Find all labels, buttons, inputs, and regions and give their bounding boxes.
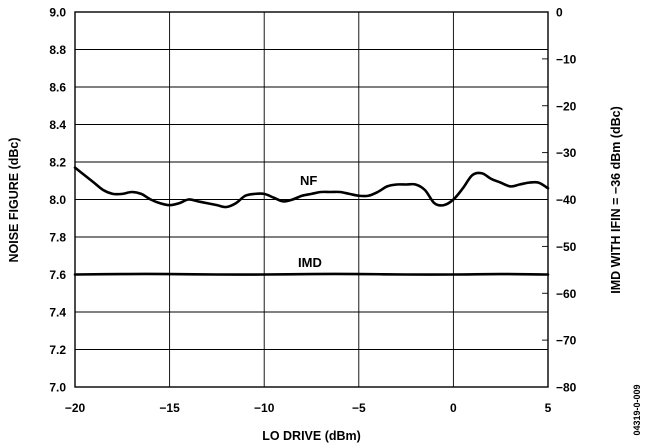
x-tick-label: 5 — [545, 401, 552, 415]
y-right-tick-label: −10 — [556, 52, 577, 66]
series-line-nf — [73, 166, 550, 209]
y-left-tick-label: 7.6 — [49, 268, 66, 282]
x-tick-label: −15 — [159, 401, 180, 415]
series-lines — [73, 166, 550, 276]
figure-id: 04319-0-009 — [632, 384, 642, 435]
y-axis-title-right: IMD WITH IFIN = −36 dBm (dBc) — [609, 106, 623, 294]
y-right-tick-label: 0 — [556, 6, 563, 20]
imd-series-label: IMD — [298, 255, 322, 270]
series-line-imd — [73, 272, 550, 276]
y-axis-title-left: NOISE FIGURE (dBc) — [7, 137, 21, 262]
y-right-tick-label: −40 — [556, 193, 577, 207]
x-tick-label: 0 — [450, 401, 457, 415]
y-left-tick-label: 7.0 — [49, 381, 66, 395]
x-axis-title: LO DRIVE (dBm) — [262, 429, 361, 443]
y-left-tick-label: 8.4 — [49, 118, 66, 132]
y-left-tick-label: 8.2 — [49, 156, 66, 170]
y-left-tick-label: 7.8 — [49, 231, 66, 245]
x-tick-label: −10 — [254, 401, 275, 415]
y-left-tick-label: 8.0 — [49, 193, 66, 207]
y-left-tick-label: 8.6 — [49, 81, 66, 95]
plot-frame — [74, 11, 549, 388]
y-right-tick-label: −60 — [556, 287, 577, 301]
y-right-tick-label: −50 — [556, 240, 577, 254]
y-right-tick-label: −20 — [556, 99, 577, 113]
tick-labels: −20 −15 −10 −5 0 57.07.27.47.67.88.08.28.48.6… — [49, 6, 576, 416]
y-right-tick-label: −80 — [556, 381, 577, 395]
y-left-tick-label: 7.2 — [49, 343, 66, 357]
nf-series-label: NF — [300, 173, 317, 188]
y-left-tick-label: 8.8 — [49, 43, 66, 57]
y-left-tick-label: 9.0 — [49, 6, 66, 20]
y-right-tick-label: −30 — [556, 146, 577, 160]
x-tick-label: −20 — [65, 401, 86, 415]
x-tick-label: −5 — [352, 401, 366, 415]
y-right-tick-label: −70 — [556, 334, 577, 348]
gridlines — [75, 12, 548, 387]
y-left-tick-label: 7.4 — [49, 306, 66, 320]
